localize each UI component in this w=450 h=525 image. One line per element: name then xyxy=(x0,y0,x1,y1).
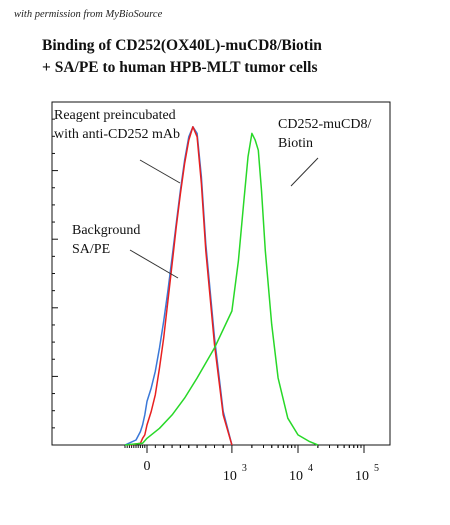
annotation-text: with anti-CD252 mAb xyxy=(54,127,180,142)
watermark-text: with permission from MyBioSource xyxy=(14,9,163,20)
annotation-leader-line xyxy=(290,157,319,187)
annotation-text: Biotin xyxy=(278,136,313,151)
x-tick-label: 0 xyxy=(144,459,151,474)
annotation-text: CD252-muCD8/ xyxy=(278,117,371,132)
annotation-leader-line xyxy=(129,249,179,279)
x-tick-exponent: 4 xyxy=(308,463,313,474)
annotation-text: Background xyxy=(72,223,140,238)
annotation-leader-line xyxy=(139,159,181,184)
x-tick-exponent: 5 xyxy=(374,463,379,474)
series-line-1 xyxy=(129,126,233,446)
series-line-2 xyxy=(124,132,319,446)
annotation-text: SA/PE xyxy=(72,242,110,257)
x-tick-label: 10 xyxy=(355,469,369,484)
chart-title-line-2: + SA/PE to human HPB-MLT tumor cells xyxy=(42,59,318,76)
series-line-0 xyxy=(124,126,233,446)
x-tick-label: 10 xyxy=(289,469,303,484)
x-tick-label: 10 xyxy=(223,469,237,484)
annotation-text: Reagent preincubated xyxy=(54,108,176,123)
chart-title-line-1: Binding of CD252(OX40L)-muCD8/Biotin xyxy=(42,37,322,54)
x-tick-exponent: 3 xyxy=(242,463,247,474)
